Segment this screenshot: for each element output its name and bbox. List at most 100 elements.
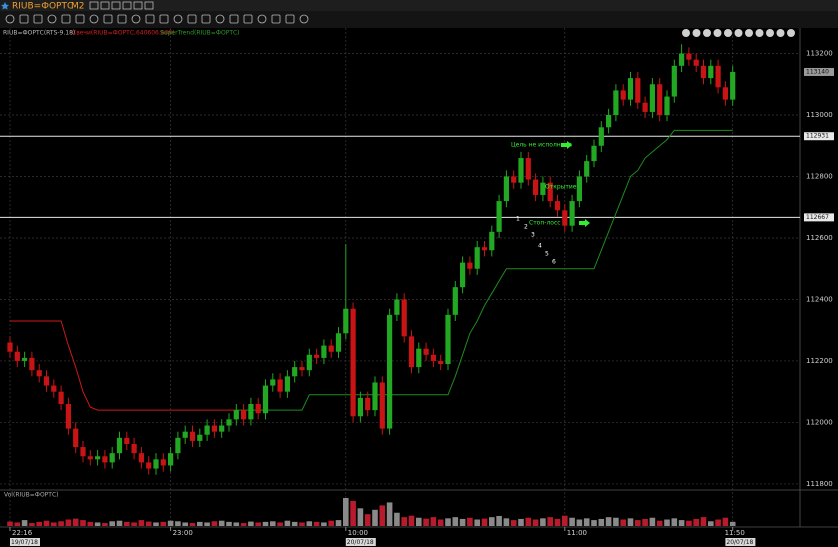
volume-bar xyxy=(642,518,648,526)
tool-icon[interactable] xyxy=(61,14,71,24)
tool-icon[interactable] xyxy=(47,14,57,24)
volume-bar xyxy=(686,520,692,526)
date-label: 19/07/18 xyxy=(11,539,38,546)
candle-body xyxy=(533,179,539,195)
candle-body xyxy=(664,96,670,116)
tool-icon[interactable] xyxy=(145,14,155,24)
tool-icon[interactable] xyxy=(75,14,85,24)
volume-bar xyxy=(467,517,473,526)
tool-icon[interactable] xyxy=(159,14,169,24)
candle-body xyxy=(408,336,415,368)
tool-icon[interactable] xyxy=(19,14,29,24)
candle-body xyxy=(350,308,356,417)
tool-icon[interactable] xyxy=(89,14,99,24)
volume-bar xyxy=(233,522,240,526)
tool-icon[interactable] xyxy=(5,14,15,24)
tool-icon[interactable] xyxy=(103,14,113,24)
nav-button[interactable] xyxy=(745,29,753,37)
volume-bar xyxy=(474,519,480,526)
volume-bar xyxy=(401,517,407,526)
candle-body xyxy=(372,382,378,411)
volume-bar xyxy=(620,519,626,526)
volume-bar xyxy=(700,517,707,526)
volume-bar xyxy=(708,521,714,526)
candle-body xyxy=(65,403,71,429)
title-tool-icon[interactable] xyxy=(89,1,99,10)
volume-bar xyxy=(532,519,539,526)
candle-body xyxy=(627,78,634,100)
annotation-arrow xyxy=(579,219,590,227)
tool-icon[interactable] xyxy=(187,14,197,24)
y-tick-label: 112600 xyxy=(806,234,833,242)
x-tick-label: 23:00 xyxy=(173,529,193,537)
volume-bar xyxy=(102,523,108,526)
volume-bar xyxy=(437,519,444,526)
tool-icon[interactable] xyxy=(131,14,141,24)
trade-mark: 2 xyxy=(524,224,528,231)
candle-body xyxy=(460,262,466,288)
nav-button[interactable] xyxy=(766,29,774,37)
volume-bar xyxy=(197,521,203,526)
tool-icon[interactable] xyxy=(271,14,281,24)
tool-icon[interactable] xyxy=(229,14,239,24)
volume-bar xyxy=(124,521,130,526)
volume-bar xyxy=(226,521,232,526)
nav-button[interactable] xyxy=(787,29,795,37)
volume-bar xyxy=(357,508,364,526)
tool-icon[interactable] xyxy=(117,14,127,24)
volume-bar xyxy=(14,522,21,526)
tool-icon[interactable] xyxy=(173,14,183,24)
volume-bar xyxy=(277,522,283,526)
volume-bar xyxy=(321,522,327,526)
level-label: 112931 xyxy=(806,133,829,140)
title-tool-icon[interactable] xyxy=(122,1,132,10)
nav-button[interactable] xyxy=(703,29,711,37)
title-tool-icon[interactable] xyxy=(111,1,121,10)
nav-button[interactable] xyxy=(713,29,722,37)
volume-bar xyxy=(722,517,729,526)
title-tool-icon[interactable] xyxy=(100,1,110,10)
candle-body xyxy=(124,437,130,444)
nav-button[interactable] xyxy=(734,29,743,37)
volume-bar xyxy=(218,520,225,526)
tool-icon[interactable] xyxy=(215,14,225,24)
title-tool-icon[interactable] xyxy=(144,1,154,10)
title-tool-icon[interactable] xyxy=(133,1,143,10)
y-tick-label: 112400 xyxy=(806,295,833,303)
x-tick-label: 11:50 xyxy=(725,529,745,537)
candle-body xyxy=(576,176,582,202)
tool-icon[interactable] xyxy=(33,14,43,24)
legend-entry: RIUB=ФОРТС(RTS-9.18) xyxy=(3,30,75,37)
legend-entry: SuperTrend(RIUB=ФОРТС) xyxy=(160,30,240,37)
candle-body xyxy=(445,314,451,365)
candle-body xyxy=(481,247,488,251)
tool-icon[interactable] xyxy=(299,14,309,24)
volume-bar xyxy=(598,518,605,526)
candle-body xyxy=(262,385,269,414)
volume-bar xyxy=(729,521,736,526)
nav-button[interactable] xyxy=(692,29,701,37)
candle-body xyxy=(365,397,371,411)
candle-body xyxy=(474,247,480,269)
tool-icon[interactable] xyxy=(201,14,211,24)
volume-bar xyxy=(525,517,532,526)
tool-icon[interactable] xyxy=(285,14,295,24)
volume-bar xyxy=(328,520,334,526)
trade-annotation: Цель не исполнена xyxy=(511,142,572,149)
volume-bar xyxy=(29,523,35,526)
y-tick-label: 112800 xyxy=(806,172,833,180)
nav-button[interactable] xyxy=(776,29,785,37)
nav-button[interactable] xyxy=(755,29,764,37)
date-box xyxy=(725,538,756,546)
candle-body xyxy=(306,354,312,371)
trade-mark: 5 xyxy=(545,251,549,258)
tool-icon[interactable] xyxy=(257,14,267,24)
nav-button[interactable] xyxy=(724,29,732,37)
favorite-icon[interactable] xyxy=(1,2,9,10)
trade-mark: 3 xyxy=(531,232,535,239)
tool-icon[interactable] xyxy=(243,14,253,24)
nav-button[interactable] xyxy=(682,29,690,37)
volume-bar xyxy=(350,500,356,526)
timeframe[interactable]: M2 xyxy=(71,2,85,12)
